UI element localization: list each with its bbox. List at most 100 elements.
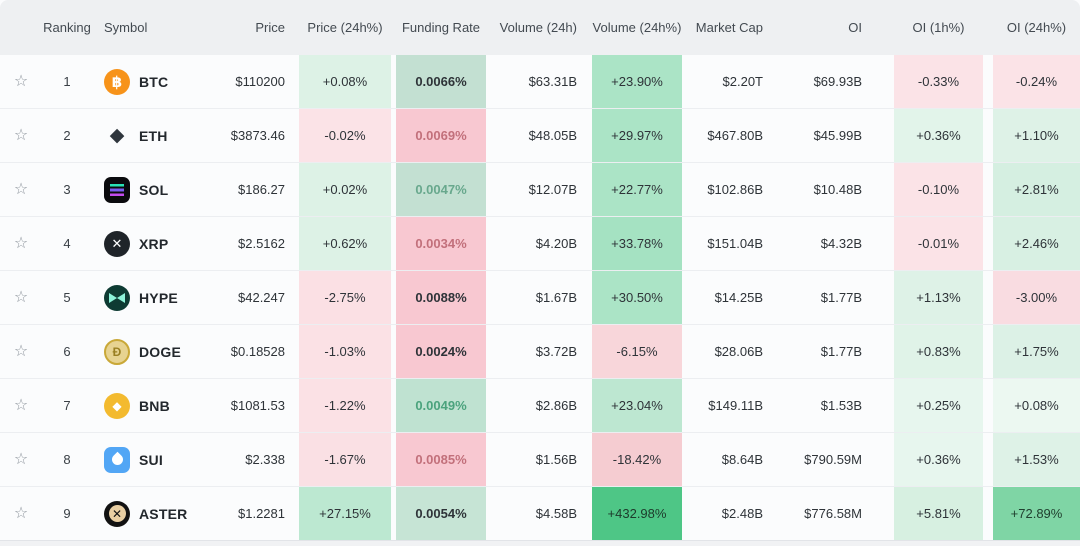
- rank-cell: 7: [63, 398, 71, 413]
- rank-cell: 9: [63, 506, 71, 521]
- oi-cell: $1.77B: [820, 290, 862, 305]
- table-row[interactable]: 6 DOGE $0.18528 -1.03% 0.0024% $3.72B -6…: [0, 325, 1080, 379]
- header-symbol[interactable]: Symbol: [104, 20, 148, 35]
- market-cap-cell: $2.20T: [722, 74, 763, 89]
- oi-cell: $1.77B: [820, 344, 862, 359]
- header-volume-24h[interactable]: Volume (24h): [499, 20, 577, 35]
- market-cap-cell: $151.04B: [707, 236, 763, 251]
- oi-1h-pct-cell: +0.36%: [894, 109, 983, 162]
- volume-24h-cell: $4.20B: [535, 236, 577, 251]
- table-body: 1 BTC $110200 +0.08% 0.0066% $63.31B +23…: [0, 55, 1080, 541]
- table-row[interactable]: 5 HYPE $42.247 -2.75% 0.0088% $1.67B +30…: [0, 271, 1080, 325]
- price-cell: $3873.46: [230, 128, 285, 143]
- table-header-row: Ranking Symbol Price Price (24h%) Fundin…: [0, 0, 1080, 55]
- funding-rate-cell: 0.0085%: [396, 433, 486, 486]
- table-row[interactable]: 1 BTC $110200 +0.08% 0.0066% $63.31B +23…: [0, 55, 1080, 109]
- header-market-cap[interactable]: Market Cap: [695, 20, 763, 35]
- price-24h-cell: -2.75%: [299, 271, 391, 324]
- price-24h-cell: -1.67%: [299, 433, 391, 486]
- oi-24h-pct-cell: +2.81%: [993, 163, 1080, 216]
- oi-24h-pct-cell: +2.46%: [993, 217, 1080, 270]
- symbol-label: BNB: [139, 397, 170, 414]
- favorite-star-icon[interactable]: [14, 236, 28, 252]
- favorite-star-icon[interactable]: [14, 398, 28, 414]
- table-row[interactable]: 2 ETH $3873.46 -0.02% 0.0069% $48.05B +2…: [0, 109, 1080, 163]
- symbol-cell: SOL: [92, 163, 215, 216]
- header-oi[interactable]: OI: [848, 20, 862, 35]
- oi-1h-pct-cell: +0.36%: [894, 433, 983, 486]
- favorite-star-icon[interactable]: [14, 452, 28, 468]
- symbol-cell: BNB: [92, 379, 215, 432]
- price-24h-cell: +27.15%: [299, 487, 391, 540]
- favorite-star-icon[interactable]: [14, 506, 28, 522]
- eth-coin-icon: [104, 123, 130, 149]
- price-24h-cell: +0.62%: [299, 217, 391, 270]
- table-row[interactable]: 8 SUI $2.338 -1.67% 0.0085% $1.56B -18.4…: [0, 433, 1080, 487]
- favorite-star-icon[interactable]: [14, 182, 28, 198]
- bnb-coin-icon: [104, 392, 130, 419]
- favorite-star-icon[interactable]: [14, 344, 28, 360]
- header-volume-24h-pct[interactable]: Volume (24h%): [592, 20, 682, 35]
- symbol-cell: BTC: [92, 55, 215, 108]
- sol-coin-icon: [104, 176, 130, 203]
- volume-24h-cell: $1.56B: [535, 452, 577, 467]
- header-price-24h[interactable]: Price (24h%): [307, 20, 383, 35]
- favorite-star-icon[interactable]: [14, 128, 28, 144]
- oi-1h-pct-cell: -0.01%: [894, 217, 983, 270]
- favorite-star-icon[interactable]: [14, 290, 28, 306]
- price-cell: $2.5162: [238, 236, 285, 251]
- funding-rate-cell: 0.0034%: [396, 217, 486, 270]
- symbol-cell: SUI: [92, 433, 215, 486]
- table-row[interactable]: 3 SOL $186.27 +0.02% 0.0047% $12.07B +22…: [0, 163, 1080, 217]
- market-cap-cell: $2.48B: [721, 506, 763, 521]
- header-price[interactable]: Price: [255, 20, 285, 35]
- volume-24h-pct-cell: +22.77%: [592, 163, 682, 216]
- price-24h-cell: -0.02%: [299, 109, 391, 162]
- doge-coin-icon: [104, 338, 130, 365]
- table-row[interactable]: 9 ASTER $1.2281 +27.15% 0.0054% $4.58B +…: [0, 487, 1080, 541]
- market-cap-cell: $14.25B: [714, 290, 763, 305]
- rank-cell: 5: [63, 290, 71, 305]
- oi-1h-pct-cell: +1.13%: [894, 271, 983, 324]
- funding-rate-cell: 0.0047%: [396, 163, 486, 216]
- xrp-coin-icon: [104, 230, 130, 257]
- oi-24h-pct-cell: +1.10%: [993, 109, 1080, 162]
- price-24h-cell: +0.02%: [299, 163, 391, 216]
- hype-coin-icon: [104, 284, 130, 311]
- volume-24h-cell: $12.07B: [528, 182, 577, 197]
- volume-24h-cell: $1.67B: [535, 290, 577, 305]
- price-24h-cell: -1.03%: [299, 325, 391, 378]
- rank-cell: 6: [63, 344, 71, 359]
- table-footer-strip: [0, 541, 1080, 546]
- volume-24h-pct-cell: +23.04%: [592, 379, 682, 432]
- table-row[interactable]: 7 BNB $1081.53 -1.22% 0.0049% $2.86B +23…: [0, 379, 1080, 433]
- market-cap-cell: $8.64B: [721, 452, 763, 467]
- table-row[interactable]: 4 XRP $2.5162 +0.62% 0.0034% $4.20B +33.…: [0, 217, 1080, 271]
- price-cell: $42.247: [238, 290, 285, 305]
- market-cap-cell: $149.11B: [708, 398, 763, 413]
- price-cell: $2.338: [245, 452, 285, 467]
- funding-rate-cell: 0.0088%: [396, 271, 486, 324]
- header-oi-24h-pct[interactable]: OI (24h%): [1006, 20, 1067, 35]
- header-oi-1h-pct[interactable]: OI (1h%): [912, 20, 965, 35]
- symbol-label: SUI: [139, 451, 163, 468]
- oi-1h-pct-cell: +0.25%: [894, 379, 983, 432]
- sui-coin-icon: [104, 446, 130, 473]
- symbol-label: SOL: [139, 181, 169, 198]
- price-cell: $0.18528: [230, 344, 285, 359]
- symbol-label: XRP: [139, 235, 169, 252]
- price-24h-cell: -1.22%: [299, 379, 391, 432]
- header-funding-rate[interactable]: Funding Rate: [401, 20, 481, 35]
- favorite-star-icon[interactable]: [14, 74, 28, 90]
- market-cap-cell: $28.06B: [714, 344, 763, 359]
- oi-1h-pct-cell: -0.10%: [894, 163, 983, 216]
- header-ranking[interactable]: Ranking: [43, 20, 91, 35]
- oi-cell: $776.58M: [804, 506, 862, 521]
- volume-24h-pct-cell: +432.98%: [592, 487, 682, 540]
- volume-24h-pct-cell: +23.90%: [592, 55, 682, 108]
- volume-24h-cell: $2.86B: [535, 398, 577, 413]
- price-cell: $1.2281: [238, 506, 285, 521]
- symbol-label: ASTER: [139, 505, 188, 522]
- volume-24h-pct-cell: +29.97%: [592, 109, 682, 162]
- volume-24h-cell: $63.31B: [528, 74, 577, 89]
